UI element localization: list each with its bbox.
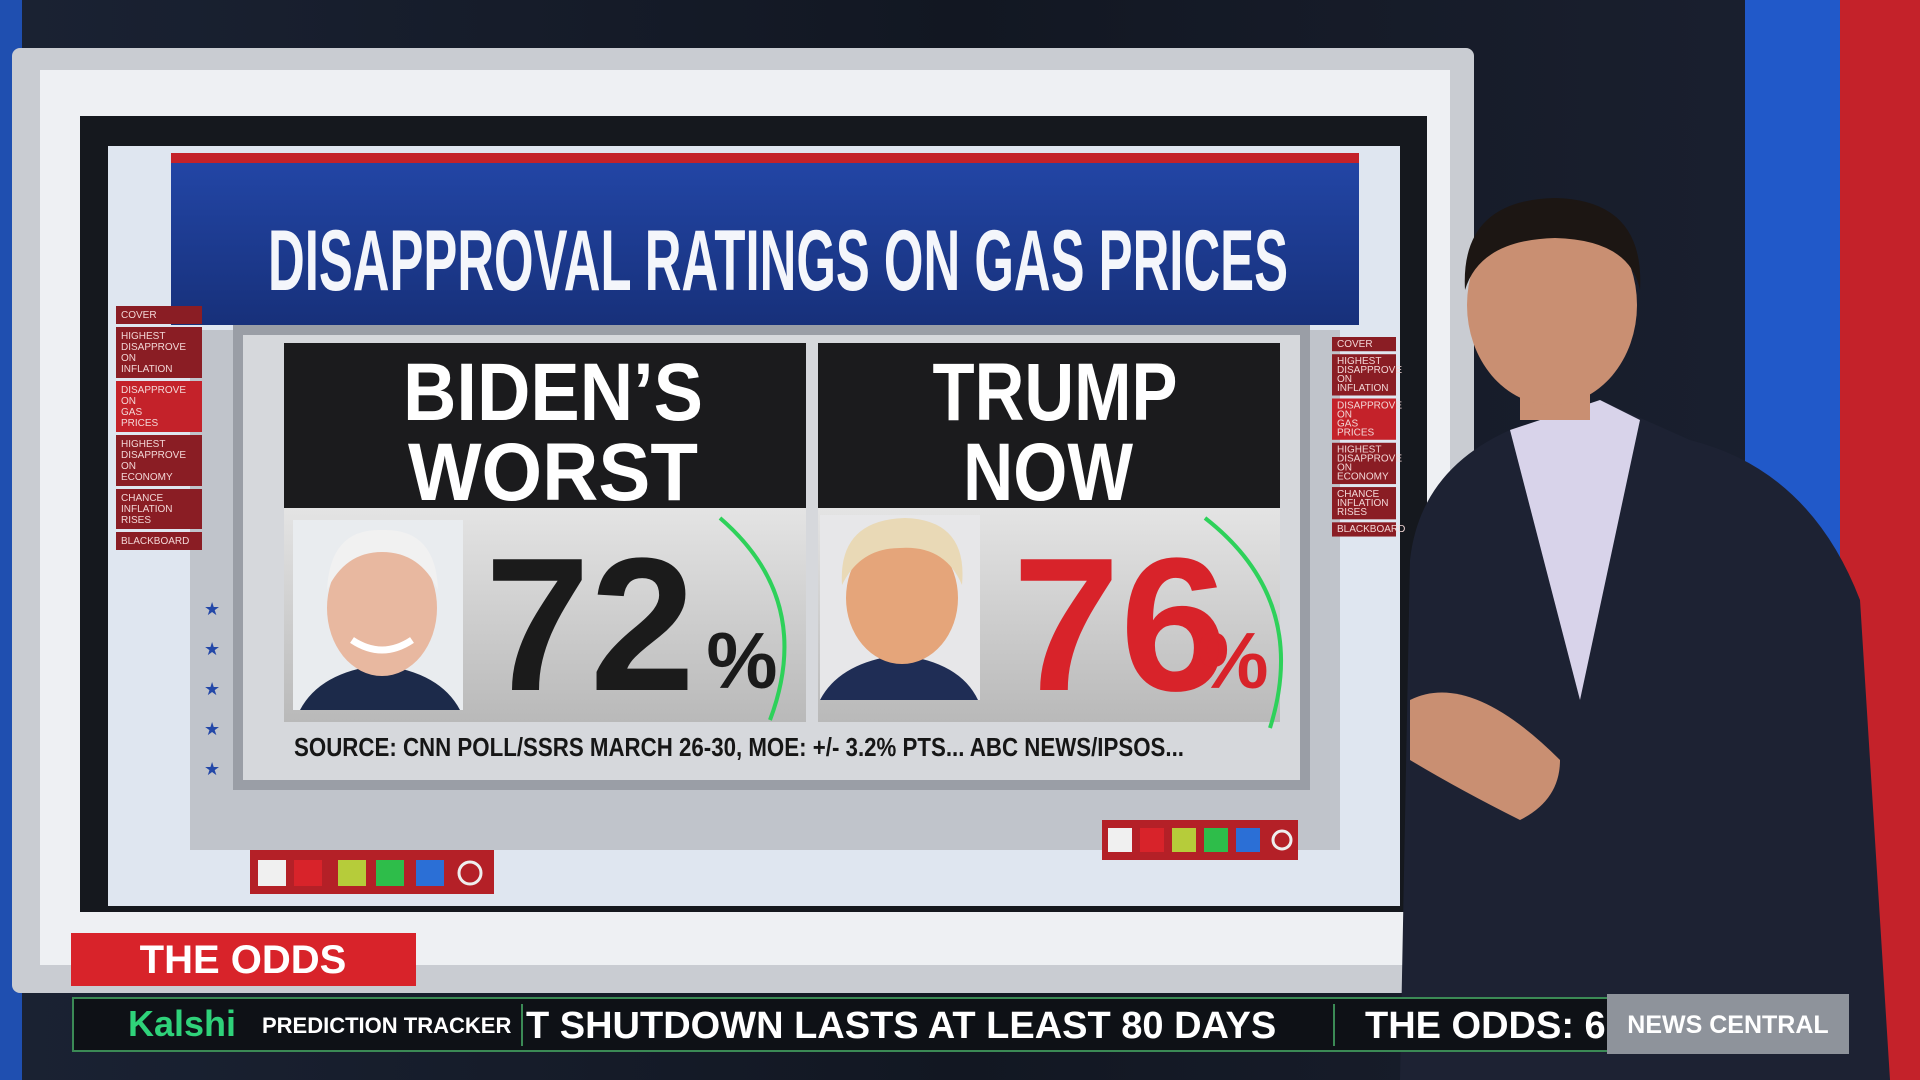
tool-reset[interactable] bbox=[1271, 829, 1293, 851]
ticker-item: THE ODDS: 6 bbox=[1365, 1005, 1606, 1047]
photo-hair bbox=[327, 529, 438, 590]
card-label-line: NOW bbox=[963, 427, 1134, 518]
photo-hair bbox=[841, 518, 963, 585]
menu-item-label: CHANCE INFLATION RISES bbox=[1337, 489, 1388, 518]
menu-item-label: COVER bbox=[1337, 339, 1373, 350]
menu-item[interactable] bbox=[116, 489, 202, 529]
network-box bbox=[1607, 994, 1849, 1054]
side-menu: COVER HIGHEST DISAPPROVE ON INFLATION DISAPPR… bbox=[1332, 337, 1405, 537]
star-column: ★ ★ ★ ★ ★ bbox=[204, 599, 220, 779]
source-note: SOURCE: CNN POLL/SSRS MARCH 26-30, MOE: … bbox=[294, 732, 1184, 762]
star: ★ bbox=[204, 599, 220, 619]
sponsor: Kalshi bbox=[128, 1003, 236, 1044]
annotation-arc bbox=[1203, 516, 1283, 729]
value-unit: % bbox=[706, 616, 777, 705]
menu-item[interactable] bbox=[116, 381, 202, 432]
star: ★ bbox=[204, 719, 220, 739]
menu-item-label: HIGHEST DISAPPROVE ON INFLATION bbox=[121, 331, 186, 375]
tool-swatch[interactable] bbox=[1108, 828, 1132, 852]
presenter-hair bbox=[1464, 198, 1641, 290]
menu-item[interactable] bbox=[1332, 522, 1396, 537]
menu-item-label: BLACKBOARD bbox=[121, 536, 189, 547]
tool-reset[interactable] bbox=[457, 860, 483, 886]
annotation-arc bbox=[718, 516, 787, 721]
title-bar bbox=[171, 153, 1359, 325]
tool-swatch[interactable] bbox=[294, 860, 322, 886]
card-header bbox=[818, 343, 1280, 508]
menu-item[interactable] bbox=[1332, 337, 1396, 352]
presenter bbox=[1400, 198, 1890, 1080]
toolbar-bg bbox=[250, 850, 494, 894]
star: ★ bbox=[204, 759, 220, 779]
title-bar-stripe bbox=[171, 153, 1359, 163]
card-header bbox=[284, 343, 806, 508]
trump-photo bbox=[820, 515, 980, 700]
star: ★ bbox=[204, 679, 220, 699]
photo-suit bbox=[300, 665, 460, 710]
presenter-suit bbox=[1400, 400, 1890, 1080]
card-label-line: TRUMP bbox=[933, 347, 1178, 438]
toolbar bbox=[250, 850, 494, 894]
value: 72 bbox=[485, 519, 695, 731]
tool-swatch[interactable] bbox=[416, 860, 444, 886]
menu-item-label: DISAPPROVE ON GAS PRICES bbox=[121, 385, 186, 429]
photo-face bbox=[846, 532, 958, 664]
menu-item[interactable] bbox=[1332, 487, 1396, 520]
tool-swatch[interactable] bbox=[1204, 828, 1228, 852]
tool-swatch[interactable] bbox=[1140, 828, 1164, 852]
menu-item[interactable] bbox=[116, 532, 202, 550]
menu-item[interactable] bbox=[1332, 398, 1396, 440]
presenter-hand bbox=[1410, 692, 1560, 820]
side-menu: COVER HIGHEST DISAPPROVE ON INFLATION DISAPPR… bbox=[116, 306, 202, 550]
presenter-shirt bbox=[1510, 400, 1640, 700]
card-label-line: BIDEN’S bbox=[403, 347, 703, 438]
tool-swatch[interactable] bbox=[376, 860, 404, 886]
presenter-face bbox=[1467, 205, 1637, 405]
ticker-item: T SHUTDOWN LASTS AT LEAST 80 DAYS bbox=[526, 1005, 1276, 1047]
card-label-line: WORST bbox=[408, 427, 698, 518]
menu-item-label: BLACKBOARD bbox=[1337, 524, 1405, 535]
biden-photo bbox=[293, 520, 463, 710]
menu-item-label: COVER bbox=[121, 310, 157, 321]
menu-item-label: HIGHEST DISAPPROVE ON ECONOMY bbox=[1337, 445, 1402, 483]
toolbar bbox=[1102, 820, 1298, 860]
value: 76 bbox=[1013, 519, 1228, 731]
title: DISAPPROVAL RATINGS ON GAS PRICES bbox=[268, 213, 1288, 309]
star: ★ bbox=[204, 639, 220, 659]
menu-item-label: HIGHEST DISAPPROVE ON ECONOMY bbox=[121, 439, 186, 483]
tool-swatch[interactable] bbox=[338, 860, 366, 886]
menu-item[interactable] bbox=[1332, 354, 1396, 396]
tool-swatch[interactable] bbox=[258, 860, 286, 886]
photo-suit bbox=[820, 655, 978, 700]
segment-box bbox=[71, 933, 416, 986]
toolbar-bg bbox=[1102, 820, 1298, 860]
tool-swatch[interactable] bbox=[1236, 828, 1260, 852]
tool-swatch[interactable] bbox=[1172, 828, 1196, 852]
network-label: NEWS CENTRAL bbox=[1627, 1011, 1828, 1039]
photo-smile bbox=[350, 637, 414, 654]
menu-item-label: DISAPPROVE ON GAS PRICES bbox=[1337, 400, 1402, 438]
tracker-label: PREDICTION TRACKER bbox=[262, 1013, 511, 1038]
menu-item-label: CHANCE INFLATION RISES bbox=[121, 493, 172, 526]
menu-item[interactable] bbox=[116, 306, 202, 324]
menu-item[interactable] bbox=[116, 435, 202, 486]
menu-item-label: HIGHEST DISAPPROVE ON INFLATION bbox=[1337, 356, 1402, 394]
menu-item[interactable] bbox=[116, 327, 202, 378]
segment-label: THE ODDS bbox=[140, 938, 347, 982]
menu-item[interactable] bbox=[1332, 442, 1396, 485]
value-unit: % bbox=[1197, 616, 1268, 705]
